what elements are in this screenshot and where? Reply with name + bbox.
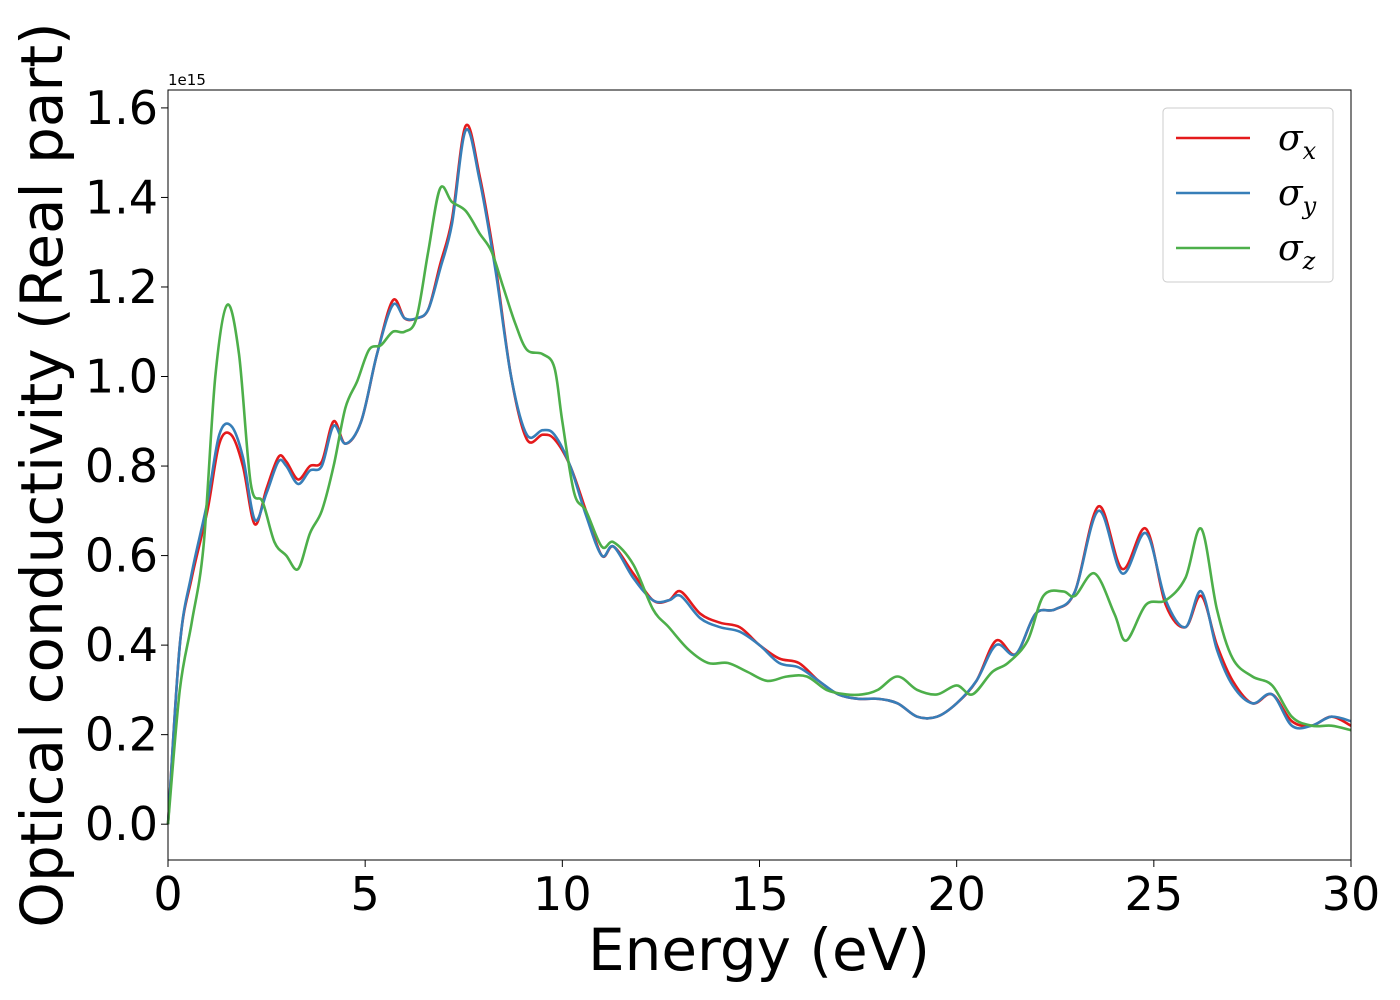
y-tick-label: 0.2 [85,708,158,762]
x-tick-label: 15 [730,867,789,921]
series-line-y [166,127,1352,825]
x-tick-label: 10 [533,867,592,921]
x-tick-label: 0 [153,867,182,921]
y-tick-label: 0.0 [85,797,158,851]
y-tick-label: 0.8 [85,439,158,493]
x-tick-label: 30 [1322,867,1381,921]
y-tick-label: 0.4 [85,618,158,672]
y-axis-title: Optical conductivity (Real part) [8,22,76,927]
y-offset-label: 1e15 [168,71,206,89]
x-tick-label: 20 [927,867,986,921]
y-tick-label: 1.4 [85,170,158,224]
y-tick-label: 1.2 [85,260,158,314]
x-tick-label: 25 [1125,867,1184,921]
series-layer [166,123,1352,825]
y-tick-label: 1.6 [85,81,158,135]
y-tick-label: 1.0 [85,350,158,404]
series-line-x [166,123,1352,825]
x-axis: 0 5 10 15 20 25 30 [153,860,1380,921]
legend-box [1162,107,1334,283]
series-line-z [166,185,1352,825]
x-tick-label: 5 [351,867,380,921]
y-tick-label: 0.6 [85,529,158,583]
y-axis: 0.0 0.2 0.4 0.6 0.8 1.0 1.2 1.4 1.6 [85,81,168,851]
x-axis-title: Energy (eV) [588,916,930,984]
